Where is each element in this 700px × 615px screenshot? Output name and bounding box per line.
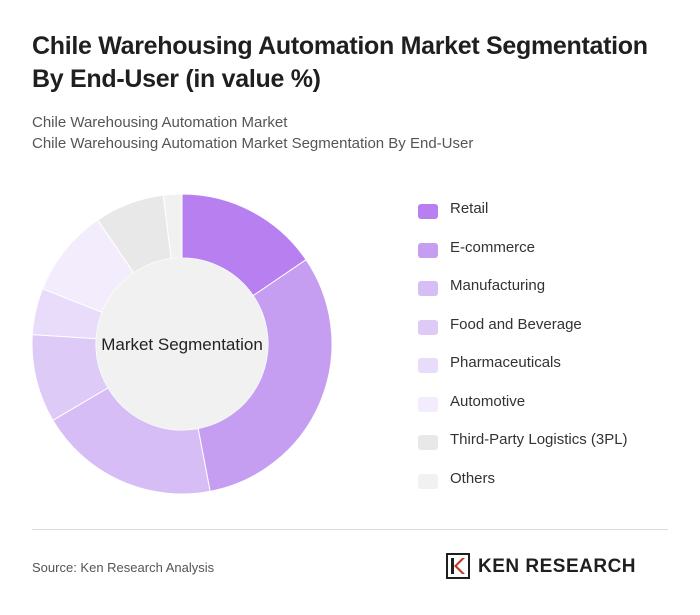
chart-subtitle-segmentation: Chile Warehousing Automation Market Segm…: [32, 135, 474, 152]
chart-subtitle-market: Chile Warehousing Automation Market: [32, 114, 288, 131]
legend-swatch: [418, 319, 438, 335]
legend-swatch: [418, 281, 438, 296]
legend-item-automotive: Automotive: [418, 391, 688, 430]
legend-item-third-party-logistics-3pl: Third-Party Logistics (3PL): [418, 429, 688, 468]
legend-label: Manufacturing: [450, 277, 546, 294]
legend-swatch: [418, 396, 438, 412]
legend-item-manufacturing: Manufacturing: [418, 275, 688, 314]
legend-label: Retail: [450, 200, 489, 217]
legend-item-others: Others: [418, 468, 688, 507]
legend-label: Food and Beverage: [450, 315, 582, 333]
ken-research-logo-text: KEN RESEARCH: [478, 556, 637, 577]
legend-label: Pharmaceuticals: [450, 354, 561, 371]
ken-research-logo: KEN RESEARCH: [446, 552, 670, 582]
legend-item-retail: Retail: [418, 198, 688, 237]
legend-label: Automotive: [450, 392, 526, 410]
chart-title: Chile Warehousing Automation Market Segm…: [32, 32, 648, 93]
legend-swatch: [418, 358, 438, 373]
legend-swatch: [418, 204, 438, 219]
legend-label: E-commerce: [450, 238, 536, 256]
legend-label: Third-Party Logistics (3PL): [450, 431, 628, 448]
legend-item-pharmaceuticals: Pharmaceuticals: [418, 352, 688, 391]
legend-label: Others: [450, 469, 496, 487]
legend-swatch: [418, 473, 438, 489]
footer-divider: [32, 529, 668, 530]
ken-research-k-logo-icon: [446, 553, 470, 579]
legend-item-food-and-beverage: Food and Beverage: [418, 314, 688, 353]
donut-center-hole: [96, 258, 268, 430]
chart-legend: Retail E-commerce Manufacturing Food and Be…: [418, 198, 688, 506]
legend-item-e-commerce: E-commerce: [418, 237, 688, 276]
donut-chart: Market Segmentation: [31, 193, 333, 495]
legend-swatch: [418, 435, 438, 450]
source-note: Source: Ken Research Analysis: [32, 560, 215, 575]
legend-swatch: [418, 242, 438, 258]
donut-center-label: Market Segmentation: [101, 335, 263, 354]
